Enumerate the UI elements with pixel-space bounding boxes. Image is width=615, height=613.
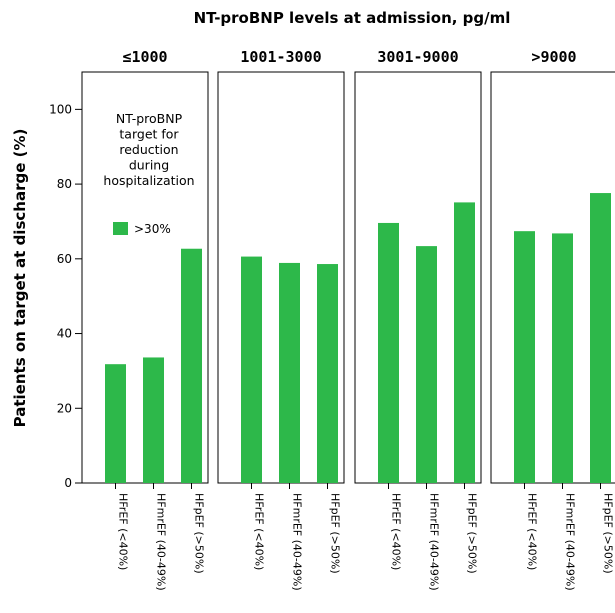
bar xyxy=(241,256,262,483)
x-tick-label: HFmrEF (40-49%) xyxy=(564,493,577,591)
x-tick-label: HFrEF (<40%) xyxy=(390,493,403,570)
y-tick-label: 80 xyxy=(57,177,72,191)
bar xyxy=(416,246,437,483)
chart-title: NT-proBNP levels at admission, pg/ml xyxy=(194,9,511,27)
bar xyxy=(454,202,475,483)
x-tick-label: HFmrEF (40-49%) xyxy=(291,493,304,591)
legend-title-line: hospitalization xyxy=(103,173,194,188)
x-tick-label: HFpEF (>50%) xyxy=(602,493,615,574)
bar xyxy=(552,233,573,483)
bar xyxy=(514,231,535,483)
y-tick-label: 0 xyxy=(64,476,72,490)
legend-title-line: target for xyxy=(119,127,179,142)
panel: 1001-3000 HFrEF (<40%) HFmrEF (40-49%) HFpE… xyxy=(217,48,345,591)
legend-title-line: during xyxy=(129,158,169,173)
panel-label: 1001-3000 xyxy=(240,48,321,66)
x-tick-label: HFpEF (>50%) xyxy=(329,493,342,574)
x-tick-label: HFrEF (<40%) xyxy=(526,493,539,570)
panel: ≤1000 HFrEF (<40%) HFmrEF (40-49%) HFpEF (>… xyxy=(81,48,209,591)
bar xyxy=(105,364,126,483)
panel-label: ≤1000 xyxy=(122,48,167,66)
legend-swatch xyxy=(113,222,128,235)
x-tick-label: HFpEF (>50%) xyxy=(466,493,479,574)
x-tick-label: HFpEF (>50%) xyxy=(193,493,206,574)
panel-label: >9000 xyxy=(531,48,576,66)
x-tick-label: HFmrEF (40-49%) xyxy=(428,493,441,591)
x-tick-label: HFrEF (<40%) xyxy=(117,493,130,570)
bar xyxy=(378,222,399,483)
legend-title-line: reduction xyxy=(119,142,178,157)
panel: >9000 HFrEF (<40%) HFmrEF (40-49%) HFpEF (>… xyxy=(490,48,615,591)
y-tick-label: 40 xyxy=(57,327,72,341)
y-axis-label: Patients on target at discharge (%) xyxy=(11,129,29,428)
legend-entry-label: >30% xyxy=(134,222,171,236)
panels: ≤1000 HFrEF (<40%) HFmrEF (40-49%) HFpEF (>… xyxy=(81,48,615,591)
y-tick-label: 20 xyxy=(57,401,72,415)
bar xyxy=(317,264,338,483)
bar xyxy=(279,262,300,483)
y-axis: 0 20 40 60 80 100 xyxy=(49,72,83,490)
legend-title-line: NT-proBNP xyxy=(116,111,183,126)
bar xyxy=(143,357,164,483)
panel-label: 3001-9000 xyxy=(377,48,458,66)
bar xyxy=(590,193,611,484)
bar xyxy=(181,248,202,483)
x-tick-label: HFmrEF (40-49%) xyxy=(155,493,168,591)
panel: 3001-9000 HFrEF (<40%) HFmrEF (40-49%) HFpE… xyxy=(354,48,482,591)
y-tick-label: 100 xyxy=(49,102,72,116)
y-tick-label: 60 xyxy=(57,252,72,266)
x-tick-label: HFrEF (<40%) xyxy=(253,493,266,570)
